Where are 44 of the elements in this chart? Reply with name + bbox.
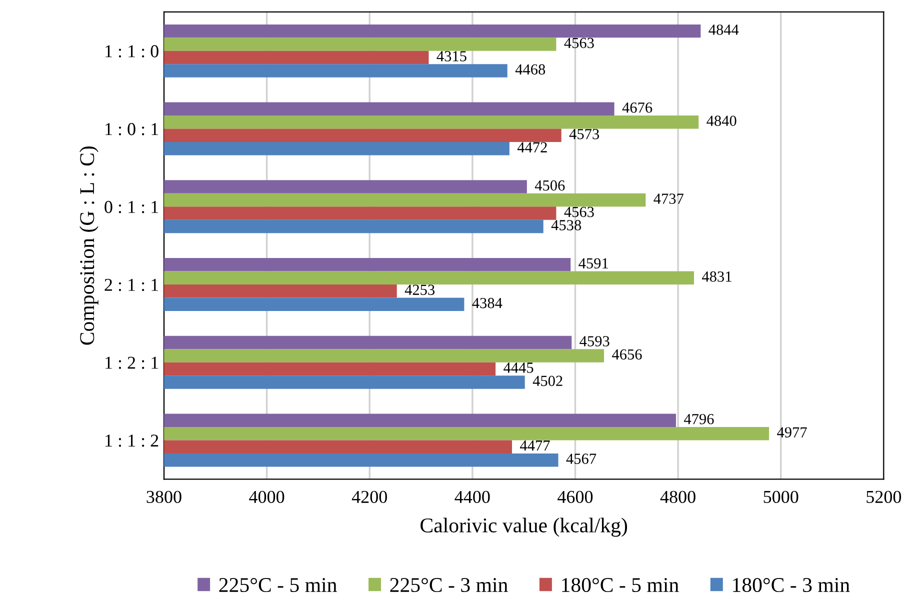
y-tick-label: 1 : 0 : 1	[106, 123, 158, 136]
data-label: 4831	[702, 271, 732, 282]
y-tick-label: 1 : 2 : 1	[106, 356, 158, 369]
x-tick-label: 4000	[249, 490, 284, 504]
data-label: 4538	[551, 220, 582, 230]
data-label: 4477	[520, 440, 550, 451]
data-label: 4593	[580, 336, 610, 346]
y-axis-title: Composition (G : L : C)	[80, 146, 98, 345]
data-label: 4573	[569, 128, 600, 140]
legend-label: 225°C - 3 min	[390, 578, 508, 592]
data-label: 4506	[534, 180, 565, 191]
x-tick-label: 4200	[352, 490, 387, 504]
legend-label: 225°C - 5 min	[219, 578, 337, 592]
data-label: 4844	[708, 24, 739, 35]
legend-label: 180°C - 3 min	[733, 578, 850, 592]
x-tick-label: 3800	[146, 490, 182, 504]
data-label: 4840	[706, 116, 736, 126]
data-label: 4445	[504, 362, 534, 373]
data-label: 4567	[566, 454, 596, 464]
y-tick-label: 1 : 1 : 2	[106, 434, 158, 447]
data-label: 4253	[404, 284, 435, 295]
data-label: 4656	[612, 349, 642, 360]
x-tick-label: 5000	[764, 490, 798, 504]
data-label: 4315	[436, 51, 466, 62]
data-label: 4977	[777, 427, 807, 438]
data-label: 4563	[564, 206, 594, 218]
y-tick-label: 2 : 1 : 1	[104, 278, 158, 292]
data-label: 4676	[622, 102, 652, 113]
data-label: 4563	[564, 38, 594, 48]
data-label: 4796	[684, 414, 714, 424]
legend-label: 180°C - 5 min	[562, 578, 679, 592]
data-label: 4591	[578, 258, 608, 268]
x-tick-label: 4800	[660, 490, 696, 504]
x-tick-label: 4400	[454, 490, 490, 504]
data-label: 4502	[532, 376, 562, 386]
data-label: 4468	[515, 64, 546, 75]
data-label: 4737	[654, 194, 684, 204]
data-label: 4472	[517, 142, 547, 152]
data-label: 4384	[472, 298, 502, 308]
y-tick-label: 0 : 1 : 1	[104, 200, 158, 214]
x-tick-label: 5200	[866, 490, 902, 504]
x-axis-title: Calorivic value (kcal/kg)	[420, 518, 628, 537]
y-tick-label: 1 : 1 : 0	[106, 45, 158, 58]
x-tick-label: 4600	[558, 490, 593, 504]
